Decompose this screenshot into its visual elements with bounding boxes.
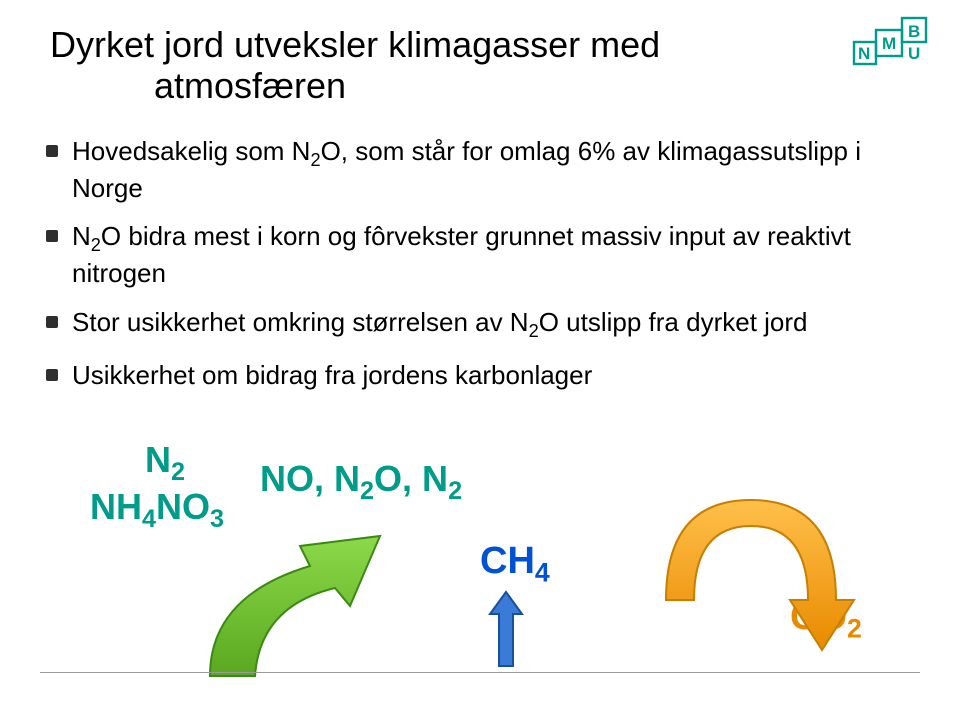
formula-text: , N [402, 458, 448, 499]
bullet-text: Stor usikkerhet omkring størrelsen av N [72, 307, 529, 337]
logo-letter-u: U [908, 44, 920, 63]
formula-text: O [374, 458, 402, 499]
bullet-text: O bidra mest i korn og fôrvekster grunne… [72, 221, 851, 288]
bullet-item: Hovedsakelig som N2O, som står for omlag… [46, 135, 920, 204]
title-line2: atmosfæren [0, 65, 630, 106]
bullet-item: N2O bidra mest i korn og fôrvekster grun… [46, 220, 920, 289]
sub: 2 [91, 235, 101, 255]
bullet-text: Hovedsakelig som N [72, 136, 310, 166]
bullet-list: Hovedsakelig som N2O, som står for omlag… [46, 135, 920, 391]
bullet-dot [46, 145, 58, 157]
sub: 2 [360, 477, 374, 505]
bullet-item: Usikkerhet om bidrag fra jordens karbonl… [46, 359, 920, 392]
formula-text: CH [480, 540, 535, 582]
bullet-dot [46, 230, 58, 242]
title-line1: Dyrket jord utveksler klimagasser med [50, 24, 810, 65]
formula-no-line: NO, N2O, N2 [260, 458, 462, 506]
logo-letter-n: N [858, 44, 870, 63]
slide: N M B U Dyrket jord utveksler klimagasse… [0, 0, 960, 709]
formula-text: NO, [260, 458, 334, 499]
formula-text: N [334, 458, 360, 499]
bullet-dot [46, 316, 58, 328]
sub: 2 [171, 458, 185, 486]
bullet-text: Usikkerhet om bidrag fra jordens karbonl… [72, 360, 592, 390]
sub: 4 [142, 505, 156, 533]
sub: 2 [529, 321, 539, 341]
divider [40, 672, 920, 673]
green-arrow-icon [190, 516, 450, 696]
blue-arrow-icon [486, 590, 526, 668]
sub: 4 [535, 558, 550, 588]
formula-text: N [145, 439, 171, 480]
nmbu-logo: N M B U [852, 16, 928, 80]
orange-arrow-icon [636, 480, 866, 680]
title: Dyrket jord utveksler klimagasser med at… [50, 24, 920, 107]
bullet-text: N [72, 221, 91, 251]
logo-letter-m: M [882, 34, 896, 53]
logo-letter-b: B [908, 22, 920, 41]
sub: 2 [448, 477, 462, 505]
bullet-item: Stor usikkerhet omkring størrelsen av N2… [46, 306, 920, 343]
formula-ch4: CH4 [480, 540, 550, 589]
bullet-dot [46, 369, 58, 381]
sub: 2 [310, 150, 320, 170]
formula-text: NH [90, 486, 142, 527]
bullet-text: O utslipp fra dyrket jord [539, 307, 808, 337]
